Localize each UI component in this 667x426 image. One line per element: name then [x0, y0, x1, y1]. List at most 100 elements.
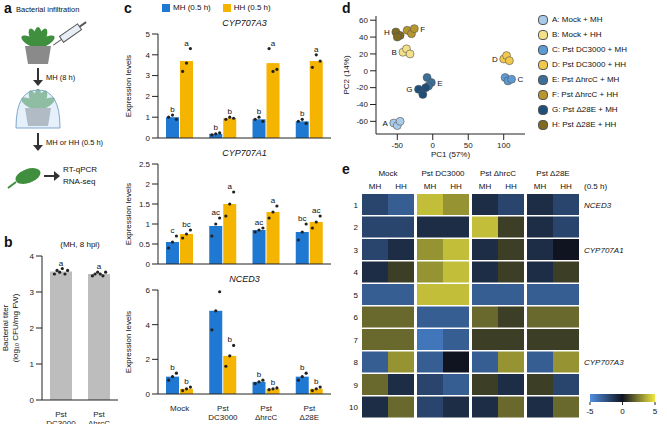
- svg-text:b: b: [271, 378, 276, 387]
- svg-text:PstΔ28E: PstΔ28E: [300, 404, 320, 422]
- svg-text:HH: HH: [450, 182, 462, 191]
- svg-text:PstΔhrcC: PstΔhrcC: [255, 404, 277, 422]
- svg-text:-5: -5: [586, 407, 594, 416]
- svg-text:c: c: [171, 226, 175, 235]
- svg-text:HH: HH: [395, 182, 407, 191]
- svg-text:-50: -50: [392, 141, 404, 150]
- svg-text:7: 7: [354, 336, 359, 345]
- svg-text:a: a: [59, 259, 64, 268]
- svg-text:6: 6: [354, 313, 359, 322]
- svg-text:H: H: [384, 28, 390, 37]
- svg-text:2.5: 2.5: [139, 160, 151, 169]
- svg-text:0.5: 0.5: [139, 240, 151, 249]
- svg-text:bc: bc: [298, 214, 306, 223]
- svg-text:4: 4: [146, 321, 151, 330]
- svg-text:6: 6: [146, 286, 151, 295]
- svg-text:2: 2: [146, 355, 151, 364]
- svg-text:3: 3: [146, 71, 151, 80]
- svg-text:C: C: [518, 75, 524, 84]
- svg-text:0: 0: [146, 134, 151, 143]
- svg-text:b: b: [314, 377, 319, 386]
- svg-text:Mock: Mock: [378, 169, 398, 178]
- svg-text:MH (8 h): MH (8 h): [46, 73, 76, 82]
- svg-text:b: b: [228, 335, 233, 344]
- svg-text:2: 2: [354, 223, 359, 232]
- svg-text:0: 0: [30, 396, 35, 405]
- svg-text:a: a: [271, 39, 276, 48]
- svg-text:40: 40: [359, 33, 368, 42]
- svg-text:Mock: Mock: [170, 404, 190, 413]
- svg-text:0: 0: [431, 141, 436, 150]
- svg-text:60: 60: [359, 16, 368, 25]
- svg-text:MH: MH: [369, 182, 382, 191]
- svg-text:a: a: [214, 290, 219, 291]
- svg-text:b: b: [300, 109, 305, 118]
- svg-text:9: 9: [354, 381, 359, 390]
- svg-text:(0.5 h): (0.5 h): [584, 182, 607, 191]
- svg-text:4: 4: [354, 268, 359, 277]
- svg-text:MH: MH: [534, 182, 547, 191]
- svg-text:Bacterial infiltration: Bacterial infiltration: [16, 5, 79, 14]
- svg-text:1.5: 1.5: [139, 200, 151, 209]
- svg-text:RT-qPCR: RT-qPCR: [63, 165, 97, 174]
- svg-text:A: A: [382, 119, 388, 128]
- svg-text:8: 8: [354, 358, 359, 367]
- svg-text:CYP707A3: CYP707A3: [584, 358, 624, 367]
- svg-text:ac: ac: [212, 208, 220, 217]
- svg-text:G: G: [406, 85, 412, 94]
- svg-text:4: 4: [30, 252, 35, 261]
- svg-text:1: 1: [354, 201, 359, 210]
- svg-text:a: a: [228, 182, 233, 191]
- svg-text:a: a: [314, 45, 319, 54]
- svg-text:B: B: [392, 48, 397, 57]
- svg-text:a: a: [271, 196, 276, 205]
- svg-text:Pst Δ28E: Pst Δ28E: [536, 169, 569, 178]
- svg-text:50: 50: [464, 141, 473, 150]
- svg-text:E: E: [437, 79, 442, 88]
- svg-text:CYP707A1: CYP707A1: [584, 246, 624, 255]
- svg-text:Pst ΔhrcC: Pst ΔhrcC: [480, 169, 516, 178]
- svg-text:b: b: [257, 107, 262, 116]
- svg-text:0: 0: [364, 67, 369, 76]
- svg-text:b: b: [170, 105, 175, 114]
- svg-text:1: 1: [146, 113, 151, 122]
- svg-text:b: b: [214, 123, 219, 132]
- svg-text:2: 2: [146, 180, 151, 189]
- svg-text:5: 5: [653, 407, 658, 416]
- svg-text:RNA-seq: RNA-seq: [63, 177, 95, 186]
- svg-text:a: a: [184, 39, 189, 48]
- svg-text:0: 0: [146, 390, 151, 399]
- svg-text:100: 100: [497, 141, 511, 150]
- svg-text:b: b: [228, 107, 233, 116]
- svg-text:b: b: [257, 370, 262, 379]
- svg-text:PstDC3000: PstDC3000: [46, 410, 76, 424]
- svg-text:b: b: [300, 363, 305, 372]
- svg-text:Pst DC3000: Pst DC3000: [421, 169, 465, 178]
- svg-text:NCED3: NCED3: [584, 201, 612, 210]
- svg-text:4: 4: [146, 51, 151, 60]
- svg-text:0: 0: [146, 260, 151, 269]
- svg-text:10: 10: [349, 403, 358, 412]
- svg-text:b: b: [184, 377, 189, 386]
- svg-text:PstDC3000: PstDC3000: [208, 404, 238, 422]
- svg-text:20: 20: [359, 50, 368, 59]
- svg-text:bc: bc: [182, 220, 190, 229]
- svg-text:PstΔhrcC: PstΔhrcC: [88, 410, 110, 424]
- svg-text:2: 2: [146, 92, 151, 101]
- svg-text:1: 1: [30, 360, 35, 369]
- svg-text:a: a: [97, 262, 102, 271]
- svg-text:MH: MH: [479, 182, 492, 191]
- svg-text:e: e: [342, 162, 350, 177]
- svg-text:F: F: [420, 25, 425, 34]
- svg-text:b: b: [170, 363, 175, 372]
- svg-text:HH: HH: [505, 182, 517, 191]
- svg-text:3: 3: [30, 288, 35, 297]
- svg-text:2: 2: [30, 324, 35, 333]
- svg-text:0: 0: [620, 407, 625, 416]
- svg-text:-40: -40: [356, 100, 368, 109]
- svg-text:-20: -20: [356, 83, 368, 92]
- svg-text:D: D: [492, 55, 498, 64]
- svg-text:HH: HH: [560, 182, 572, 191]
- svg-text:3: 3: [354, 246, 359, 255]
- svg-text:1: 1: [146, 220, 151, 229]
